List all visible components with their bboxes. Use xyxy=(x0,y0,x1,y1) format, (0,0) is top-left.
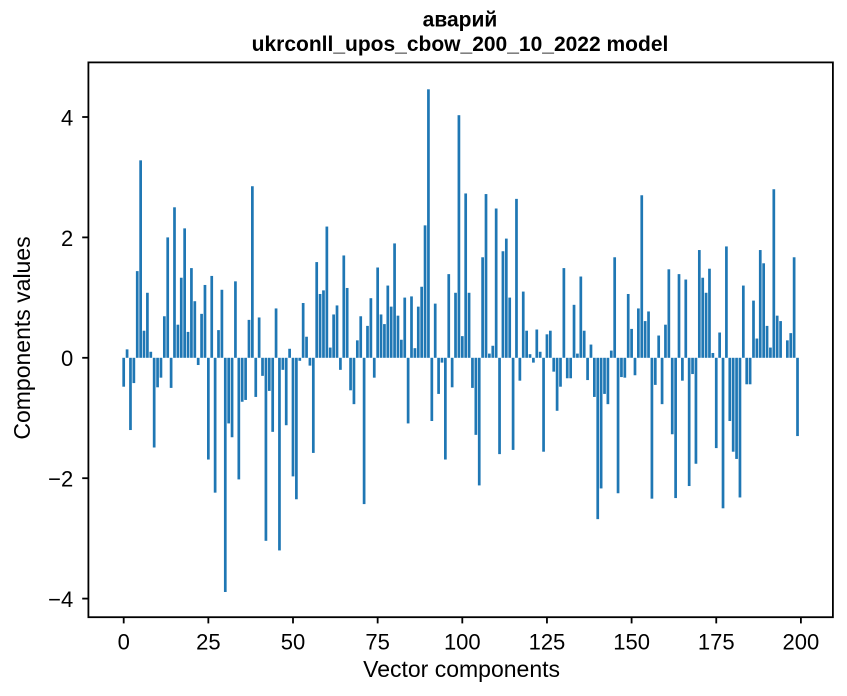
svg-text:−2: −2 xyxy=(48,467,73,492)
svg-text:0: 0 xyxy=(61,346,73,371)
svg-text:150: 150 xyxy=(613,630,650,655)
svg-text:ukrconll_upos_cbow_200_10_2022: ukrconll_upos_cbow_200_10_2022 model xyxy=(252,33,669,56)
svg-text:аварий: аварий xyxy=(423,9,498,32)
svg-text:25: 25 xyxy=(196,630,220,655)
svg-text:100: 100 xyxy=(444,630,481,655)
svg-text:175: 175 xyxy=(698,630,735,655)
svg-text:4: 4 xyxy=(61,105,73,130)
svg-text:Vector components: Vector components xyxy=(363,656,560,682)
svg-text:200: 200 xyxy=(783,630,820,655)
svg-text:2: 2 xyxy=(61,226,73,251)
svg-text:−4: −4 xyxy=(48,587,73,612)
svg-text:125: 125 xyxy=(529,630,566,655)
svg-text:0: 0 xyxy=(118,630,130,655)
svg-text:75: 75 xyxy=(365,630,389,655)
svg-text:50: 50 xyxy=(281,630,305,655)
svg-text:Components values: Components values xyxy=(9,236,35,439)
